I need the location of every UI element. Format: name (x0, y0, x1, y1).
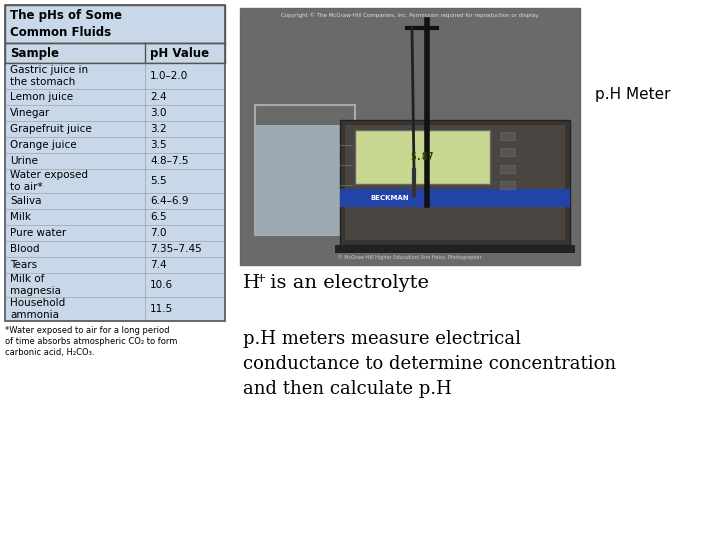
Text: Vinegar: Vinegar (10, 108, 50, 118)
Text: Pure water: Pure water (10, 228, 66, 238)
Bar (255, 125, 355, 235)
Text: The pHs of Some
Common Fluids: The pHs of Some Common Fluids (10, 10, 122, 38)
Text: 5.5: 5.5 (150, 176, 166, 186)
Text: 7.35–7.45: 7.35–7.45 (150, 244, 202, 254)
Bar (5, 89, 225, 105)
Bar (5, 257, 225, 273)
Text: 7.4: 7.4 (150, 260, 166, 270)
Bar (240, 8, 580, 265)
Text: 6.4–6.9: 6.4–6.9 (150, 196, 189, 206)
Bar (340, 120, 570, 245)
Text: 5.87: 5.87 (410, 152, 434, 162)
Text: Tears: Tears (10, 260, 37, 270)
Text: Milk of
magnesia: Milk of magnesia (10, 274, 61, 296)
Bar (5, 153, 225, 169)
Bar (5, 43, 225, 63)
Text: 6.5: 6.5 (150, 212, 166, 222)
Bar (335, 245, 575, 253)
Text: is an electrolyte: is an electrolyte (264, 274, 429, 292)
Text: *Water exposed to air for a long period
of time absorbs atmospheric CO₂ to form
: *Water exposed to air for a long period … (5, 326, 177, 357)
Bar (5, 225, 225, 241)
Bar (5, 121, 225, 137)
Text: 10.6: 10.6 (150, 280, 173, 290)
Bar (500, 165, 515, 172)
Text: Orange juice: Orange juice (10, 140, 76, 150)
Text: Household
ammonia: Household ammonia (10, 298, 66, 320)
Bar (5, 193, 225, 209)
Bar (255, 105, 355, 235)
Text: 3.0: 3.0 (150, 108, 166, 118)
Text: 3.2: 3.2 (150, 124, 166, 134)
Text: p.H Meter: p.H Meter (595, 87, 670, 103)
Bar (5, 273, 225, 297)
Text: 2.4: 2.4 (150, 92, 166, 102)
Text: p.H meters measure electrical
conductance to determine concentration
and then ca: p.H meters measure electrical conductanc… (243, 330, 616, 398)
Text: Urine: Urine (10, 156, 38, 166)
Bar (5, 297, 225, 321)
Text: 7.0: 7.0 (150, 228, 166, 238)
Text: Milk: Milk (10, 212, 31, 222)
Bar (5, 5, 225, 321)
Text: +: + (256, 272, 266, 285)
Text: 4.8–7.5: 4.8–7.5 (150, 156, 189, 166)
Bar (500, 132, 515, 140)
Bar (5, 241, 225, 257)
Text: BECKMAN: BECKMAN (370, 195, 409, 201)
Text: Copyright © The McGraw-Hill Companies, Inc. Permission required for reproduction: Copyright © The McGraw-Hill Companies, I… (281, 12, 539, 18)
Bar (345, 125, 565, 240)
Text: Gastric juice in
the stomach: Gastric juice in the stomach (10, 65, 88, 87)
Bar (340, 189, 570, 207)
Text: 3.5: 3.5 (150, 140, 166, 150)
Text: © McGraw-Hill Higher Education/ Ann Heiss, Photographer: © McGraw-Hill Higher Education/ Ann Heis… (338, 254, 482, 260)
Text: Blood: Blood (10, 244, 40, 254)
Text: Saliva: Saliva (10, 196, 42, 206)
Text: 11.5: 11.5 (150, 304, 174, 314)
Bar (500, 181, 515, 189)
Text: 1.0–2.0: 1.0–2.0 (150, 71, 188, 81)
Text: Water exposed
to air*: Water exposed to air* (10, 170, 88, 192)
Text: pH Value: pH Value (150, 46, 209, 59)
Text: Lemon juice: Lemon juice (10, 92, 73, 102)
Bar (5, 137, 225, 153)
Text: H: H (243, 274, 260, 292)
Bar (500, 148, 515, 156)
Bar (355, 130, 490, 184)
Bar (5, 5, 225, 43)
Bar (5, 169, 225, 193)
Bar (5, 63, 225, 89)
Bar (5, 105, 225, 121)
Text: Grapefruit juice: Grapefruit juice (10, 124, 91, 134)
Text: Sample: Sample (10, 46, 59, 59)
Bar (5, 209, 225, 225)
